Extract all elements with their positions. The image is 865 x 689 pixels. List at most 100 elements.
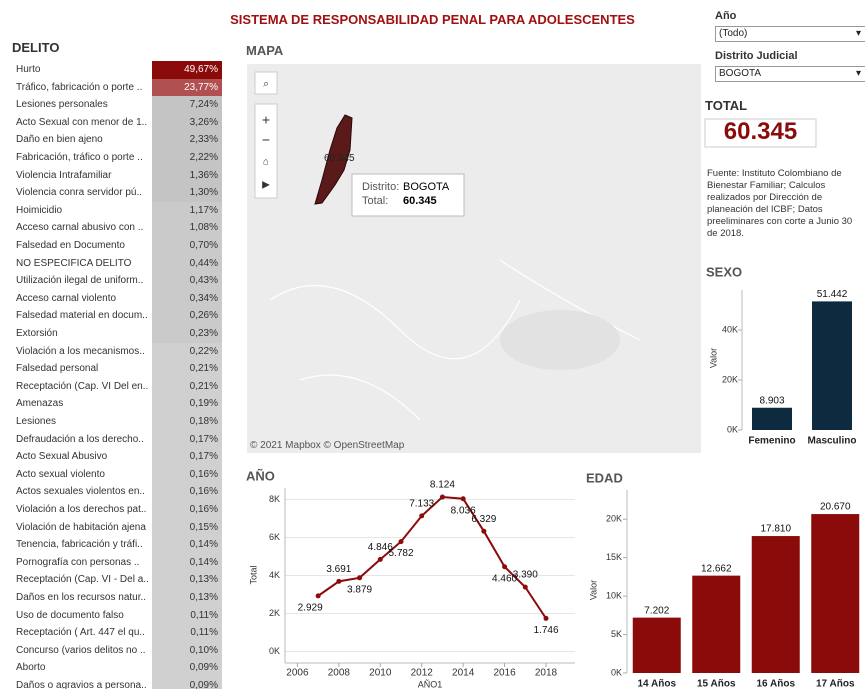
delito-name: Tenencia, fabricación y tráfi.. (16, 539, 143, 551)
filter-select[interactable]: BOGOTA (715, 66, 865, 82)
delito-name: NO ESPECIFICA DELITO (16, 257, 132, 269)
x-tick-label: 15 Años (697, 679, 736, 689)
zoom-controls[interactable] (254, 103, 278, 199)
x-tick-label: 14 Años (637, 679, 676, 689)
point (398, 539, 404, 545)
value-label: 3.390 (513, 570, 538, 581)
value-label: 2.929 (298, 603, 323, 614)
point (357, 575, 363, 581)
delito-row: Acto Sexual Abusivo 0,17% (12, 448, 222, 466)
x-axis-label: AÑO1 (418, 679, 443, 689)
delito-row: Violación a los mecanismos.. 0,22% (12, 342, 222, 361)
delito-row: Pornografía con personas .. 0,14% (12, 553, 222, 572)
delito-row: Lesiones personales 7,24% (12, 96, 222, 114)
total-box (704, 118, 817, 148)
x-tick-label: 2008 (328, 668, 351, 679)
delito-value: 49,67% (152, 61, 222, 79)
filter-select[interactable]: (Todo) (715, 26, 865, 42)
y-tick-label: 0K (269, 646, 280, 656)
delito-name: Acto Sexual con menor de 1.. (16, 116, 148, 128)
delito-value: 0,13% (152, 571, 222, 589)
tooltip-key: Total: (362, 195, 389, 207)
value-label: 3.879 (347, 584, 372, 595)
value-label: 7.202 (644, 605, 669, 616)
bar (632, 617, 681, 673)
icon: + (262, 112, 270, 128)
point (543, 615, 549, 621)
delito-name: Uso de documento falso (16, 609, 124, 621)
delito-value: 3,26% (152, 113, 222, 132)
value-label: 12.662 (701, 563, 732, 574)
bar (812, 301, 852, 430)
delito-value: 0,11% (152, 624, 222, 642)
delito-value: 2,33% (152, 131, 222, 149)
y-tick-label: 4K (269, 570, 280, 580)
value-label: 4.460 (492, 573, 517, 584)
x-tick-label: 2014 (452, 668, 475, 679)
delito-name: Falsedad material en docum.. (16, 310, 148, 322)
tooltip-value: 60.345 (403, 195, 437, 207)
delito-name: Aborto (16, 662, 46, 674)
y-tick-label: 10K (606, 590, 622, 600)
delito-row: Defraudación a los derecho.. 0,17% (12, 430, 222, 449)
x-tick-label: Femenino (748, 436, 795, 447)
x-tick-label: 16 Años (756, 679, 795, 689)
delito-row: Acceso carnal abusivo con .. 1,08% (12, 219, 222, 237)
value-label: 51.442 (817, 289, 848, 300)
point (460, 496, 466, 502)
delito-row: Aborto 0,09% (12, 659, 222, 677)
delito-name: Acto sexual violento (16, 468, 105, 480)
delito-row: Daños o agravios a persona.. 0,09% (12, 677, 222, 689)
value-label: 8.903 (759, 395, 784, 406)
value-label: 20.670 (820, 502, 851, 513)
delito-name: Receptación (Cap. VI - Del a.. (16, 574, 149, 586)
map-bg (247, 64, 701, 453)
point (522, 584, 528, 590)
value-label: 5.782 (388, 548, 413, 559)
filter-label: Distrito Judicial (715, 50, 798, 62)
delito-row: Violencia conra servidor pú.. 1,30% (12, 184, 222, 202)
value-label: 17.810 (760, 524, 791, 535)
delito-name: Utilización ilegal de uniform.. (16, 275, 144, 287)
point (377, 556, 383, 562)
delito-row: Violencia Intrafamiliar 1,36% (12, 166, 222, 185)
point (336, 578, 342, 584)
tooltip-value: BOGOTA (403, 181, 450, 193)
bar (752, 407, 792, 430)
search-btn[interactable] (254, 71, 278, 95)
delito-row: NO ESPECIFICA DELITO 0,44% (12, 254, 222, 273)
delito-row: Receptación ( Art. 447 el qu.. 0,11% (12, 624, 222, 642)
source-note: Fuente: Instituto Colombiano de Bienesta… (707, 168, 853, 239)
y-tick-label: 15K (606, 552, 622, 562)
delito-row: Utilización ilegal de uniform.. 0,43% (12, 272, 222, 290)
delito-value: 0,23% (152, 325, 222, 343)
value-label: 7.133 (409, 499, 434, 510)
delito-value: 0,34% (152, 289, 222, 308)
bar (811, 514, 860, 673)
delito-value: 2,22% (152, 149, 222, 167)
chart-title: EDAD (586, 470, 623, 485)
delito-value: 0,70% (152, 237, 222, 255)
delito-row: Falsedad material en docum.. 0,26% (12, 307, 222, 325)
delito-value: 0,16% (152, 483, 222, 501)
chart-title: AÑO (246, 468, 275, 483)
delito-name: Daños en los recursos natur.. (16, 592, 147, 603)
delito-name: Receptación ( Art. 447 el qu.. (16, 627, 145, 639)
x-tick-label: 2006 (286, 668, 309, 679)
point (419, 513, 425, 519)
delito-name: Violencia conra servidor pú.. (16, 187, 142, 199)
y-tick-label: 20K (606, 514, 622, 524)
page-title: SISTEMA DE RESPONSABILIDAD PENAL PARA AD… (230, 12, 635, 27)
delito-row: Tenencia, fabricación y tráfi.. 0,14% (12, 536, 222, 554)
delito-name: Acto Sexual Abusivo (16, 451, 108, 463)
delito-name: Hoimicidio (16, 204, 63, 216)
delito-value: 0,17% (152, 430, 222, 449)
delito-value: 0,15% (152, 518, 222, 537)
delito-row: Acto Sexual con menor de 1.. 3,26% (12, 113, 222, 132)
delito-value: 0,22% (152, 342, 222, 361)
delito-row: Violación a los derechos pat.. 0,16% (12, 501, 222, 519)
delito-name: Lesiones (16, 416, 57, 427)
y-tick-label: 5K (611, 629, 622, 639)
delito-name: Violación a los derechos pat.. (16, 504, 147, 515)
